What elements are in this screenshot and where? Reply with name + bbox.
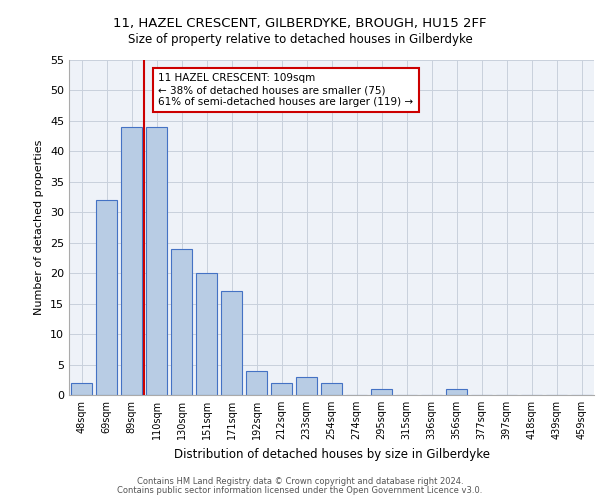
Bar <box>446 389 467 395</box>
Text: Contains HM Land Registry data © Crown copyright and database right 2024.: Contains HM Land Registry data © Crown c… <box>137 477 463 486</box>
Bar <box>221 292 242 395</box>
X-axis label: Distribution of detached houses by size in Gilberdyke: Distribution of detached houses by size … <box>173 448 490 460</box>
Bar <box>121 127 142 395</box>
Bar <box>96 200 117 395</box>
Bar <box>271 383 292 395</box>
Bar <box>296 376 317 395</box>
Bar <box>321 383 342 395</box>
Text: Contains public sector information licensed under the Open Government Licence v3: Contains public sector information licen… <box>118 486 482 495</box>
Bar <box>371 389 392 395</box>
Text: 11, HAZEL CRESCENT, GILBERDYKE, BROUGH, HU15 2FF: 11, HAZEL CRESCENT, GILBERDYKE, BROUGH, … <box>113 18 487 30</box>
Bar <box>146 127 167 395</box>
Bar <box>196 273 217 395</box>
Bar <box>71 383 92 395</box>
Bar <box>171 249 192 395</box>
Text: Size of property relative to detached houses in Gilberdyke: Size of property relative to detached ho… <box>128 32 472 46</box>
Text: 11 HAZEL CRESCENT: 109sqm
← 38% of detached houses are smaller (75)
61% of semi-: 11 HAZEL CRESCENT: 109sqm ← 38% of detac… <box>158 74 413 106</box>
Y-axis label: Number of detached properties: Number of detached properties <box>34 140 44 315</box>
Bar <box>246 370 267 395</box>
